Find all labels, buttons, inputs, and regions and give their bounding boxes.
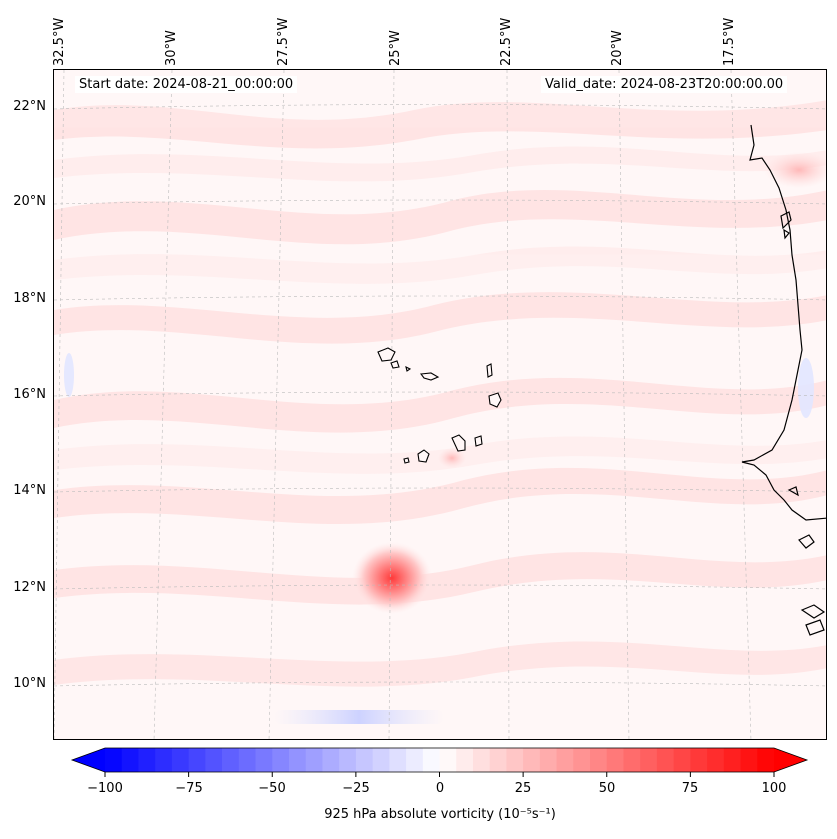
colorbar-segment	[556, 748, 574, 772]
colorbar-segment	[590, 748, 608, 772]
lat-label-12n: 12°N	[13, 580, 46, 595]
colorbar-segment	[155, 748, 173, 772]
lat-label-10n: 10°N	[13, 676, 46, 691]
lon-label-25w: 25°W	[388, 30, 403, 66]
negative-patch	[798, 358, 814, 418]
colorbar-tick-label: −100	[87, 781, 123, 796]
colorbar-segment	[105, 748, 123, 772]
start-date-label: Start date: 2024-08-21_00:00:00	[75, 76, 298, 93]
colorbar-segment	[573, 748, 591, 772]
vorticity-maximum	[352, 542, 432, 614]
colorbar-segment	[222, 748, 240, 772]
positive-hotspot	[438, 448, 466, 468]
colorbar-segments	[70, 747, 809, 773]
colorbar-segment	[539, 748, 557, 772]
vorticity-map	[53, 69, 827, 740]
colorbar-segment	[406, 748, 424, 772]
colorbar-segment	[757, 748, 775, 772]
cape-verde-islands	[377, 347, 502, 464]
colorbar-tick-label: −75	[175, 781, 203, 796]
colorbar-segment	[656, 748, 675, 772]
colorbar-min-extension	[72, 748, 105, 772]
colorbar-tick-label: 25	[514, 781, 532, 796]
colorbar-tick-label: −50	[258, 781, 286, 796]
colorbar-segment	[138, 748, 156, 772]
colorbar-tick-label: −25	[342, 781, 370, 796]
lon-label-20w: 20°W	[610, 30, 625, 66]
colorbar-segment	[188, 748, 206, 772]
colorbar-segment	[640, 748, 658, 772]
lon-label-32-5w: 32.5°W	[52, 17, 67, 66]
colorbar-segment	[673, 748, 691, 772]
colorbar-tick-label: 100	[761, 781, 787, 796]
lat-label-22n: 22°N	[13, 99, 46, 114]
colorbar-segment	[322, 748, 340, 772]
vorticity-bands	[54, 100, 826, 687]
colorbar-segment	[606, 748, 624, 772]
colorbar	[70, 747, 809, 777]
colorbar-segment	[238, 748, 256, 772]
colorbar-segment	[723, 748, 741, 772]
lat-label-14n: 14°N	[13, 483, 46, 498]
negative-band	[274, 710, 444, 724]
colorbar-segment	[439, 748, 457, 772]
colorbar-segment	[389, 748, 407, 772]
colorbar-segment	[472, 748, 491, 772]
colorbar-label: 925 hPa absolute vorticity (10⁻⁵s⁻¹)	[324, 807, 556, 822]
colorbar-segment	[288, 748, 307, 772]
colorbar-tick-marks	[104, 772, 775, 777]
colorbar-segment	[372, 748, 390, 772]
colorbar-tick-label: 0	[435, 781, 445, 796]
colorbar-segment	[690, 748, 708, 772]
colorbar-segment	[707, 748, 725, 772]
negative-patch	[64, 353, 74, 397]
colorbar-segment	[255, 748, 273, 772]
colorbar-tick-label: 50	[598, 781, 616, 796]
graticule	[54, 70, 826, 739]
lon-label-30w: 30°W	[164, 30, 179, 66]
lat-label-20n: 20°N	[13, 194, 46, 209]
colorbar-tick-label: 75	[681, 781, 699, 796]
lon-label-27-5w: 27.5°W	[276, 17, 291, 66]
colorbar-segment	[489, 748, 507, 772]
valid-date-label: Valid_date: 2024-08-23T20:00:00.00	[541, 76, 788, 93]
colorbar-max-extension	[774, 748, 807, 772]
colorbar-segment	[121, 748, 139, 772]
colorbar-segment	[740, 748, 758, 772]
colorbar-segment	[422, 748, 440, 772]
colorbar-segment	[171, 748, 190, 772]
colorbar-segment	[355, 748, 374, 772]
lat-label-18n: 18°N	[13, 291, 46, 306]
map-canvas	[54, 70, 826, 739]
colorbar-segment	[506, 748, 524, 772]
lon-label-17-5w: 17.5°W	[722, 17, 737, 66]
colorbar-segment	[456, 748, 474, 772]
lat-label-16n: 16°N	[13, 387, 46, 402]
colorbar-segment	[205, 748, 223, 772]
positive-hotspot	[764, 152, 826, 188]
colorbar-segment	[623, 748, 641, 772]
colorbar-segment	[272, 748, 290, 772]
colorbar-segment	[523, 748, 541, 772]
lon-label-22-5w: 22.5°W	[499, 17, 514, 66]
colorbar-segment	[339, 748, 357, 772]
coastline	[741, 124, 826, 636]
colorbar-segment	[305, 748, 323, 772]
